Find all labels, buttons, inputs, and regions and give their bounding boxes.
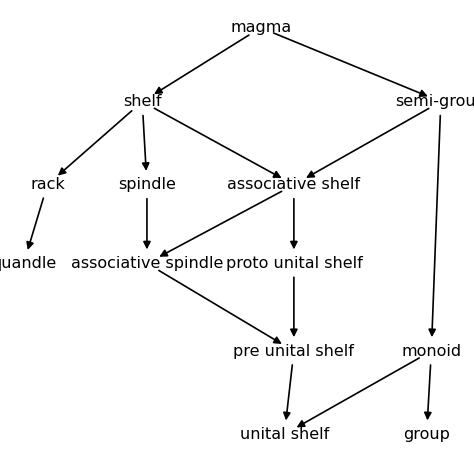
Text: pre unital shelf: pre unital shelf bbox=[233, 344, 355, 359]
Text: proto unital shelf: proto unital shelf bbox=[226, 256, 362, 271]
Text: semi-group: semi-group bbox=[395, 94, 474, 109]
Text: spindle: spindle bbox=[118, 177, 176, 192]
Text: magma: magma bbox=[230, 20, 292, 35]
Text: associative shelf: associative shelf bbox=[228, 177, 360, 192]
Text: monoid: monoid bbox=[401, 344, 461, 359]
Text: rack: rack bbox=[30, 177, 65, 192]
Text: associative spindle: associative spindle bbox=[71, 256, 223, 271]
Text: shelf: shelf bbox=[123, 94, 162, 109]
Text: group: group bbox=[403, 427, 450, 442]
Text: quandle: quandle bbox=[0, 256, 56, 271]
Text: unital shelf: unital shelf bbox=[240, 427, 329, 442]
